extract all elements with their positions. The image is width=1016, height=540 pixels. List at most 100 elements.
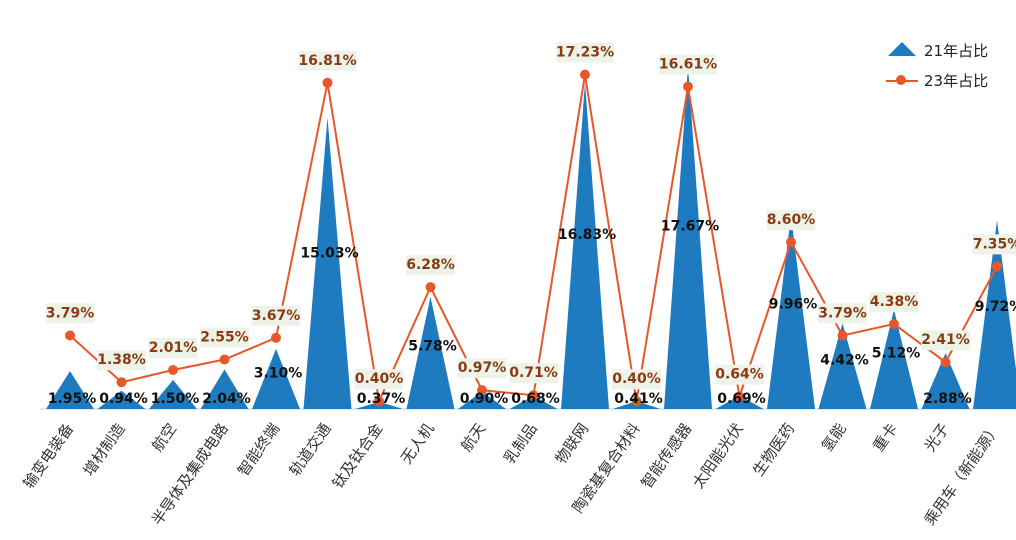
series-1-data-label: 0.94% xyxy=(99,391,148,407)
series-2-data-label: 3.67% xyxy=(252,308,301,324)
series-2-data-label: 7.35% xyxy=(973,236,1016,252)
series-2-label-bg xyxy=(148,337,198,358)
series-2-point xyxy=(786,237,796,248)
x-tick-label: 生物医药 xyxy=(749,420,798,479)
triangle-icon xyxy=(888,42,916,56)
x-tick-label: 钛及钛合金 xyxy=(329,420,387,492)
series-2-label-bg xyxy=(818,303,867,324)
series-2-label-bg xyxy=(612,369,661,390)
series-1-data-label: 2.88% xyxy=(923,391,972,407)
series-1-spike xyxy=(46,371,94,409)
x-tick-label: 增材制造 xyxy=(80,420,129,479)
series-1-data-label: 0.41% xyxy=(614,391,663,407)
series-1-data-label: 0.90% xyxy=(460,391,509,407)
series-2-point xyxy=(528,390,539,401)
series-1-data-label: 1.95% xyxy=(48,391,97,407)
series-1-spike xyxy=(818,323,867,409)
series-2-point xyxy=(219,354,230,365)
series-2-point xyxy=(837,330,848,341)
series-1-data-label: 0.37% xyxy=(357,391,406,407)
series-2-label-bg xyxy=(200,327,249,348)
series-1-spike xyxy=(406,296,455,409)
series-1-spike xyxy=(715,395,764,409)
x-tick-label: 重卡 xyxy=(869,420,901,455)
series-2-label-bg xyxy=(715,364,764,385)
series-2-data-label: 2.01% xyxy=(149,340,198,356)
series-1-data-label: 5.78% xyxy=(408,339,457,355)
x-tick-label: 物联网 xyxy=(552,420,593,467)
series-1-spike xyxy=(664,66,712,410)
series-2-label-bg xyxy=(406,255,455,276)
series-2-data-label: 1.38% xyxy=(97,352,146,368)
series-2-label-bg xyxy=(457,358,507,379)
series-1-spike xyxy=(97,390,146,409)
series-1-data-label: 2.04% xyxy=(202,391,251,407)
series-2-label-bg xyxy=(97,350,146,371)
series-2-point xyxy=(116,377,127,388)
series-2-data-label: 0.71% xyxy=(509,365,558,381)
x-tick-label: 航空 xyxy=(148,420,180,455)
series-1-data-label: 17.67% xyxy=(661,219,719,235)
series-2-point xyxy=(992,261,1002,272)
legend-label-series-1: 21年占比 xyxy=(924,42,989,60)
series-2-data-label: 0.40% xyxy=(612,371,661,387)
series-1-spike xyxy=(200,369,249,409)
series-1-spike xyxy=(870,309,918,409)
series-2-data-label: 0.64% xyxy=(715,367,764,383)
series-1-spike xyxy=(561,82,609,409)
series-2-point xyxy=(425,282,436,293)
series-2-point xyxy=(374,396,384,407)
series-2-label-bg xyxy=(972,234,1016,255)
series-1-data-label: 9.72% xyxy=(975,299,1016,315)
x-tick-label: 智能终端 xyxy=(234,420,283,479)
series-2-data-label: 2.41% xyxy=(921,332,970,348)
series-1-spike xyxy=(252,348,300,409)
x-tick-label: 智能传感器 xyxy=(638,420,696,492)
series-2-point xyxy=(271,332,281,343)
series-2-data-label: 2.55% xyxy=(200,330,249,346)
series-2-point xyxy=(631,396,642,407)
x-tick-label: 太阳能光伏 xyxy=(689,420,747,492)
series-2-data-label: 3.79% xyxy=(46,305,95,321)
series-1-spike xyxy=(303,117,352,409)
series-1-spike xyxy=(767,215,815,409)
series-2-label-bg xyxy=(354,369,404,390)
x-tick-label: 氢能 xyxy=(818,420,850,455)
series-1-data-label: 3.10% xyxy=(254,366,303,382)
line-layer xyxy=(65,69,1002,407)
series-1-spike xyxy=(921,353,970,409)
series-1-spike xyxy=(458,391,506,409)
series-2-point xyxy=(65,330,75,341)
label-layer: 3.79% 1.38%2.01%2.55%3.67% 16.81% 0.40% 6.28… xyxy=(45,42,1016,407)
series-2-label-bg xyxy=(509,363,558,384)
series-2-point xyxy=(734,391,745,402)
series-2-label-bg xyxy=(659,54,717,75)
series-2-data-label: 17.23% xyxy=(556,45,614,61)
series-2-data-label: 16.61% xyxy=(659,57,717,73)
series-2-point xyxy=(889,319,899,330)
area-layer xyxy=(40,66,1016,410)
series-2-data-label: 4.38% xyxy=(870,294,919,310)
series-1-spike xyxy=(509,395,558,409)
series-2-point xyxy=(322,77,333,88)
series-2-data-label: 6.28% xyxy=(406,257,455,273)
series-1-data-label: 15.03% xyxy=(300,245,358,261)
series-2-point xyxy=(940,357,951,368)
series-1-data-label: 9.96% xyxy=(769,296,818,312)
series-2-label-bg xyxy=(921,330,970,351)
series-2-label-bg xyxy=(556,42,614,63)
series-2-data-label: 0.40% xyxy=(355,371,404,387)
x-tick-label: 光子 xyxy=(921,420,953,455)
series-2-label-bg xyxy=(45,303,95,324)
x-tick-label: 输变电装备 xyxy=(20,420,78,492)
x-tick-label: 无人机 xyxy=(397,420,438,467)
series-2-label-bg xyxy=(251,305,301,326)
series-1-data-label: 1.50% xyxy=(151,391,200,407)
x-tick-label: 乳制品 xyxy=(500,420,541,467)
series-2-point xyxy=(580,69,590,80)
series-1-data-label: 5.12% xyxy=(872,345,921,361)
series-2-data-label: 0.97% xyxy=(458,360,507,376)
series-2-label-bg xyxy=(298,50,357,71)
series-2-point xyxy=(168,364,178,375)
